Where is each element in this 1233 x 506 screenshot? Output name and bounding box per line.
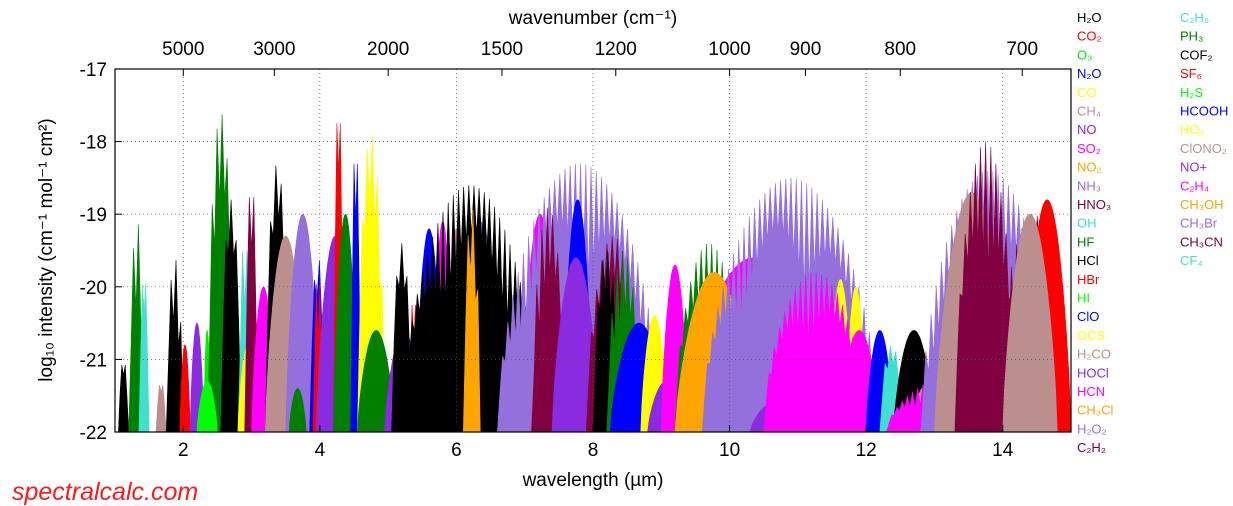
top-tick-label: 1500	[481, 39, 523, 60]
legend-entry: C₂H₆	[1180, 10, 1209, 25]
y-tick-label: -20	[80, 278, 107, 299]
legend-entry: CH₃OH	[1180, 197, 1224, 212]
band-2	[138, 284, 150, 433]
band-72	[1002, 213, 1058, 433]
legend-entry: HOCl	[1077, 365, 1109, 380]
axis-ticks: 2 4 6 8 10 12 14 -22 -21 -20 -19 -18 -17 5000 3000 2000…	[80, 39, 1039, 461]
band-10	[196, 380, 218, 433]
legend-entry: CO₂	[1077, 29, 1102, 44]
legend-entry: H₂O₂	[1077, 421, 1107, 436]
band-18	[288, 388, 307, 433]
band-35	[462, 210, 481, 433]
legend-entry: COF₂	[1180, 47, 1213, 62]
y-axis-title: log₁₀ intensity (cm⁻¹ mol⁻¹ cm²)	[36, 118, 57, 381]
y-tick-label: -17	[80, 60, 107, 81]
top-tick-label: 2000	[367, 39, 409, 60]
legend-entry: OH	[1077, 216, 1097, 231]
legend-entry: HF	[1077, 234, 1094, 249]
legend-entry: H₂O	[1077, 10, 1102, 25]
legend-entry: SF₆	[1180, 66, 1202, 81]
top-tick-label: 800	[884, 39, 916, 60]
legend-entry: O₃	[1077, 47, 1092, 62]
y-tick-label: -19	[80, 205, 107, 226]
legend-entry: HI	[1077, 291, 1090, 306]
legend-entry: HBr	[1077, 272, 1100, 287]
x-tick-label: 8	[588, 440, 599, 461]
top-tick-label: 1000	[708, 39, 750, 60]
top-tick-label: 1200	[595, 39, 637, 60]
legend-entry: C₂H₂	[1077, 440, 1106, 455]
legend-entry: NH₃	[1077, 178, 1101, 193]
y-tick-label: -21	[80, 350, 107, 371]
legend-entry: HCN	[1077, 384, 1105, 399]
legend-entry: CH₃Cl	[1077, 403, 1113, 418]
legend-entry: HNO₃	[1077, 197, 1111, 212]
legend-entry: H₂S	[1180, 85, 1203, 100]
legend-entry: CH₄	[1077, 104, 1101, 119]
y-tick-label: -18	[80, 133, 107, 154]
legend-entry: HCl	[1077, 253, 1099, 268]
x-tick-label: 2	[178, 440, 189, 461]
legend-entry: SO₂	[1077, 141, 1101, 156]
y-tick-label: -22	[80, 423, 107, 444]
top-tick-label: 700	[1006, 39, 1038, 60]
watermark-text: spectralcalc.com	[12, 478, 198, 506]
band-5	[179, 344, 191, 433]
band-0	[118, 364, 130, 433]
legend-entry: C₂H₄	[1180, 178, 1209, 193]
x-tick-label: 10	[719, 440, 740, 461]
legend-entry: NO	[1077, 122, 1097, 137]
x-tick-label: 14	[992, 440, 1014, 461]
top-tick-label: 3000	[253, 39, 295, 60]
legend-entry: CH₃CN	[1180, 234, 1223, 249]
legend-entry: HCOOH	[1180, 104, 1228, 119]
top-tick-label: 900	[790, 39, 822, 60]
legend-entry: NO₂	[1077, 160, 1102, 175]
legend-entry: ClONO₂	[1180, 141, 1227, 156]
legend-entry: PH₃	[1180, 29, 1203, 44]
x-tick-label: 12	[856, 440, 877, 461]
x-tick-label: 6	[451, 440, 462, 461]
top-tick-label: 5000	[162, 39, 204, 60]
legend-entry: CF₄	[1180, 253, 1203, 268]
legend-entry: ClO	[1077, 309, 1099, 324]
top-axis-title: wavenumber (cm⁻¹)	[508, 8, 677, 29]
absorption-bands	[118, 114, 1072, 433]
legend-entry: H₂CO	[1077, 347, 1111, 362]
x-tick-label: 4	[315, 440, 326, 461]
legend-entry: CO	[1077, 85, 1097, 100]
legend-entry: OCS	[1077, 328, 1106, 343]
legend-entry: NO+	[1180, 160, 1207, 175]
band-3	[155, 384, 167, 433]
legend: H₂O CO₂ O₃ N₂O CO CH₄ NO SO₂ NO₂ NH₃ HNO₃ OH HF HCl HB…	[1077, 10, 1228, 455]
legend-entry: HO₂	[1180, 122, 1205, 137]
legend-entry: N₂O	[1077, 66, 1102, 81]
x-axis-title: wavelength (µm)	[522, 470, 664, 491]
legend-entry: CH₃Br	[1180, 216, 1218, 231]
